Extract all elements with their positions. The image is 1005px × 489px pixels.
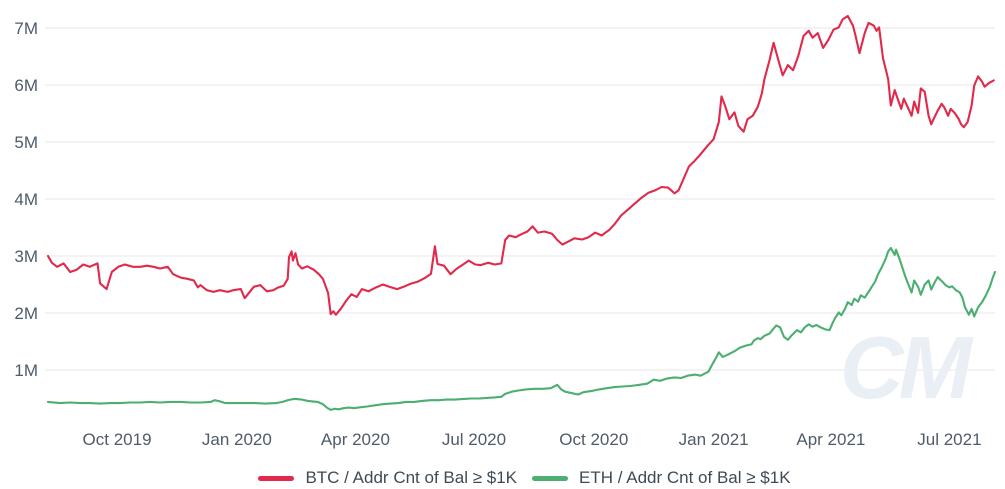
y-axis-label: 4M — [14, 190, 38, 209]
legend-item-btc[interactable]: BTC / Addr Cnt of Bal ≥ $1K — [258, 468, 517, 488]
x-axis-label: Oct 2019 — [83, 430, 152, 449]
y-axis-labels: 1M 2M 3M 4M 5M 6M 7M — [14, 19, 38, 380]
eth-series-line[interactable] — [46, 246, 997, 411]
eth-line-swatch — [532, 475, 568, 481]
chart-legend: BTC / Addr Cnt of Bal ≥ $1K ETH / Addr C… — [22, 464, 1005, 489]
series-lines — [46, 14, 997, 411]
x-axis-label: Jul 2020 — [442, 430, 506, 449]
btc-series-line[interactable] — [46, 14, 995, 316]
x-axis-label: Apr 2020 — [321, 430, 390, 449]
y-axis-label: 2M — [14, 304, 38, 323]
y-axis-label: 6M — [14, 76, 38, 95]
coinmetrics-watermark-logo: CM — [840, 318, 974, 417]
gridlines — [45, 27, 995, 371]
line-chart-plot[interactable]: 1M 2M 3M 4M 5M 6M 7M Oct 2019 Jan 2020 Apr 2020 J… — [0, 0, 1005, 457]
y-axis-label: 3M — [14, 247, 38, 266]
x-axis-label: Oct 2020 — [559, 430, 628, 449]
x-axis-labels: Oct 2019 Jan 2020 Apr 2020 Jul 2020 Oct 2020… — [83, 430, 982, 449]
btc-line-swatch — [258, 475, 295, 481]
x-axis-label: Jan 2021 — [679, 430, 749, 449]
x-axis-label: Jul 2021 — [917, 430, 981, 449]
eth-legend-label: ETH / Addr Cnt of Bal ≥ $1K — [579, 468, 791, 487]
x-axis-label: Apr 2021 — [796, 430, 865, 449]
y-axis-label: 5M — [14, 133, 38, 152]
y-axis-label: 1M — [14, 361, 38, 380]
btc-legend-label: BTC / Addr Cnt of Bal ≥ $1K — [305, 468, 517, 487]
y-axis-label: 7M — [14, 19, 38, 38]
x-axis-label: Jan 2020 — [202, 430, 272, 449]
legend-item-eth[interactable]: ETH / Addr Cnt of Bal ≥ $1K — [532, 468, 791, 488]
